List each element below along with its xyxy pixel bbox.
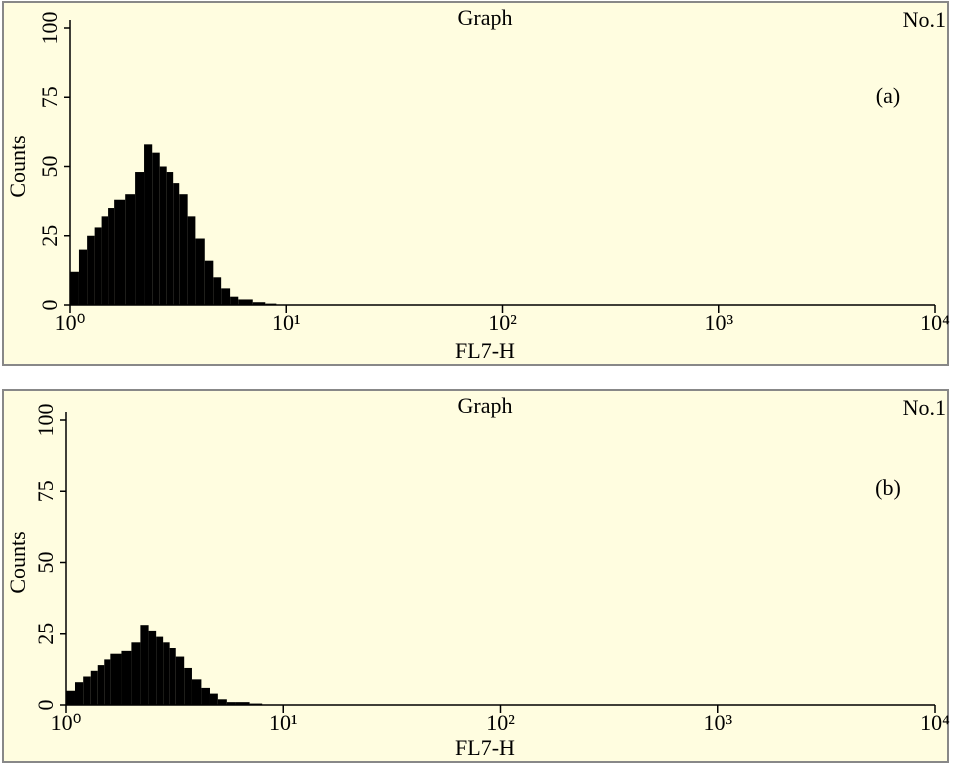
bar — [66, 690, 75, 705]
bar — [204, 260, 214, 305]
x-tick-label: 10¹ — [272, 310, 301, 335]
y-tick-label: 100 — [33, 404, 58, 437]
bar — [148, 630, 157, 705]
bar — [209, 693, 218, 705]
bar — [187, 216, 196, 305]
bar — [125, 194, 136, 305]
bar — [104, 659, 111, 705]
x-tick-label: 10⁴ — [920, 310, 950, 335]
bar — [238, 299, 253, 305]
x-tick-label: 10⁰ — [51, 710, 82, 735]
bar — [179, 194, 188, 305]
bar — [173, 183, 180, 305]
bar — [156, 636, 164, 705]
bar — [191, 679, 202, 705]
x-tick-label: 10¹ — [269, 710, 298, 735]
chart-title: Graph — [458, 393, 513, 418]
y-tick-label: 75 — [37, 86, 62, 108]
chart-title: Graph — [458, 5, 513, 30]
bar — [166, 172, 174, 305]
bar — [121, 650, 132, 705]
x-axis-label: FL7-H — [455, 338, 515, 363]
bar — [108, 208, 115, 305]
bar — [252, 302, 266, 305]
bar — [152, 152, 160, 305]
bar — [175, 656, 185, 705]
y-tick-label: 25 — [33, 623, 58, 645]
y-tick-label: 75 — [33, 480, 58, 502]
panel-number: No.1 — [903, 7, 946, 32]
bar — [159, 166, 167, 305]
bar — [135, 172, 145, 305]
x-tick-label: 10⁰ — [55, 310, 86, 335]
x-tick-label: 10² — [486, 710, 515, 735]
bar — [78, 249, 88, 305]
bar — [226, 702, 236, 705]
y-tick-label: 25 — [37, 225, 62, 247]
bar — [213, 277, 222, 305]
bar — [90, 670, 98, 705]
bar — [163, 642, 170, 705]
bar — [74, 682, 84, 705]
bar — [70, 271, 79, 305]
y-tick-label: 0 — [37, 300, 62, 311]
bar — [235, 702, 250, 705]
bar — [94, 227, 102, 305]
panel-number: No.1 — [903, 395, 946, 420]
bar — [195, 238, 205, 305]
bar — [83, 676, 91, 705]
y-tick-label: 50 — [37, 156, 62, 178]
bar — [169, 648, 176, 705]
y-tick-label: 50 — [33, 552, 58, 574]
bar — [131, 642, 141, 705]
bar — [97, 665, 105, 705]
bar — [217, 699, 227, 705]
y-tick-label: 100 — [37, 12, 62, 45]
bar — [144, 144, 153, 305]
bar — [87, 235, 95, 305]
bar — [140, 625, 149, 705]
x-tick-label: 10² — [488, 310, 517, 335]
bar — [201, 687, 210, 705]
bar — [114, 199, 126, 305]
bar — [221, 288, 231, 305]
x-tick-label: 10⁴ — [920, 710, 950, 735]
y-axis-label: Counts — [5, 135, 30, 197]
panel — [2, 389, 949, 763]
bar — [184, 667, 192, 705]
y-tick-label: 0 — [33, 700, 58, 711]
panel-label: (b) — [875, 475, 901, 500]
x-tick-label: 10³ — [703, 710, 732, 735]
x-tick-label: 10³ — [704, 310, 733, 335]
bar — [230, 296, 239, 305]
y-axis-label: Counts — [5, 531, 30, 593]
x-axis-label: FL7-H — [455, 735, 515, 760]
panel-label: (a) — [876, 83, 900, 108]
bar — [101, 216, 109, 305]
bar — [110, 653, 122, 705]
